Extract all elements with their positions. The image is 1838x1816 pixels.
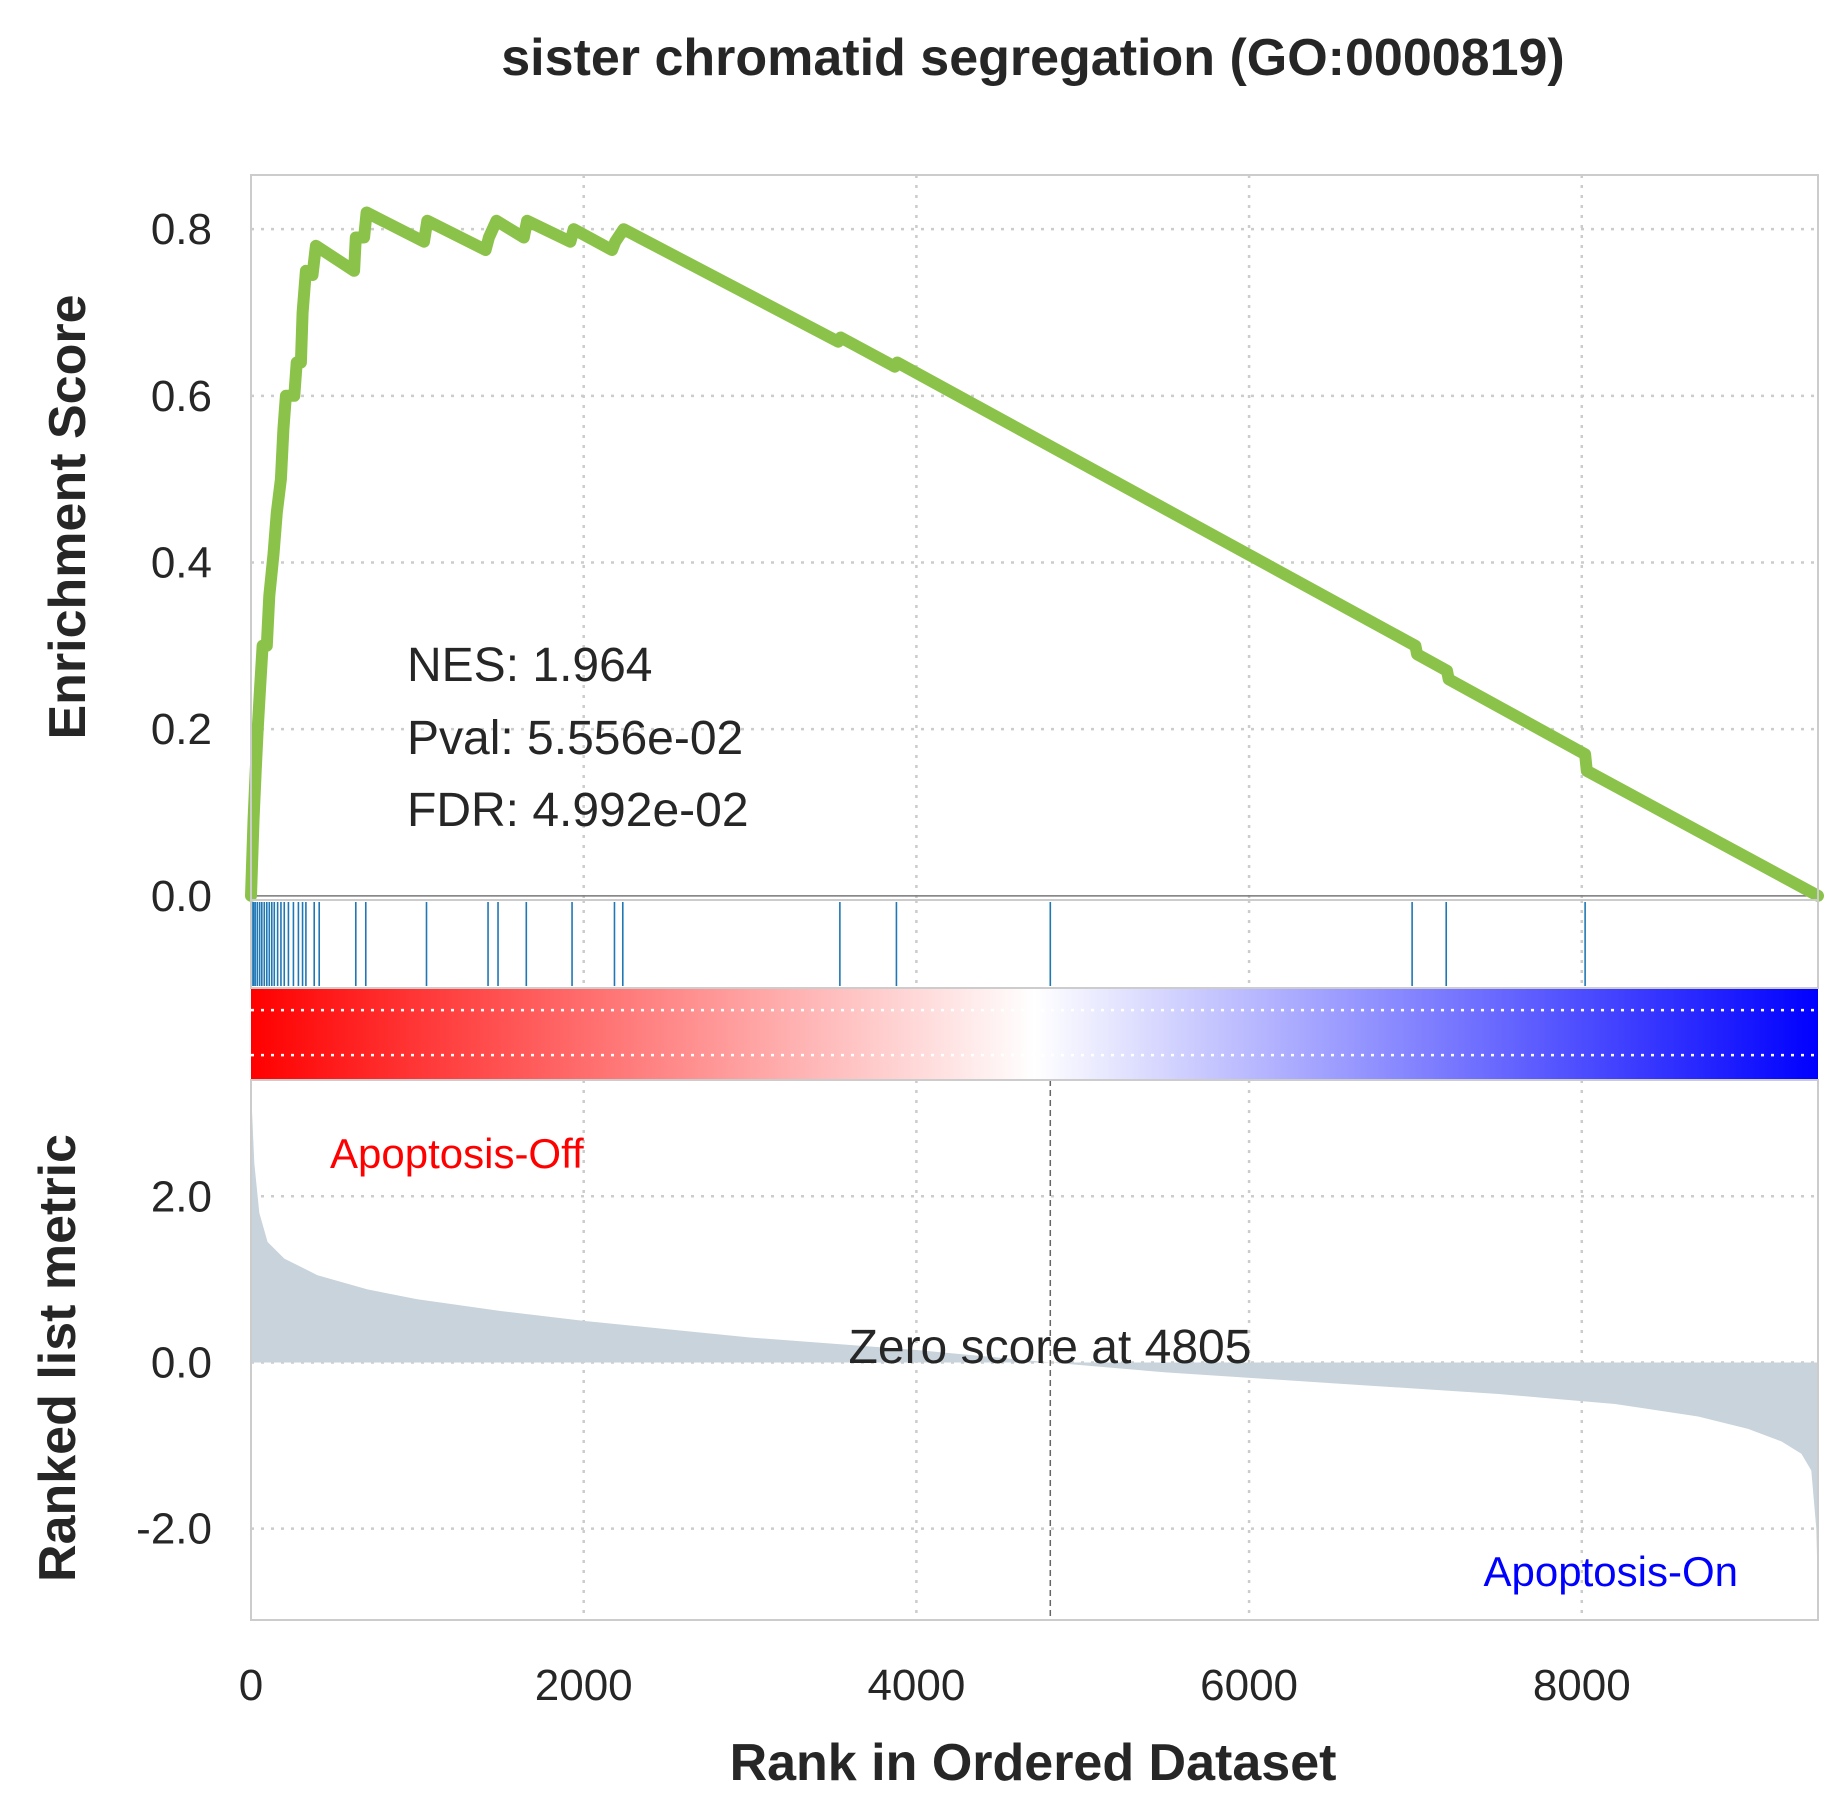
hits-frame [250, 899, 1819, 989]
enrichment-y-tick-label: 0.6 [151, 372, 212, 421]
enrichment-grid [251, 175, 1818, 988]
enrichment-y-tick-label: 0.8 [151, 205, 212, 254]
ranked-y-label: Ranked list metric [29, 1134, 87, 1582]
x-tick-label: 6000 [1200, 1661, 1298, 1710]
gene-hits [251, 902, 1586, 986]
enrichment-y-label: Enrichment Score [39, 294, 97, 739]
positive-phenotype-label: Apoptosis-Off [330, 1130, 584, 1177]
x-tick-label: 4000 [867, 1661, 965, 1710]
ranked-y-tick-label: 2.0 [151, 1172, 212, 1221]
negative-phenotype-label: Apoptosis-On [1484, 1548, 1738, 1595]
enrichment-y-ticks: 0.0 0.2 0.4 0.6 0.8 [151, 205, 212, 921]
chart-title: sister chromatid segregation (GO:0000819… [501, 29, 1565, 87]
nes-label: NES: 1.964 [407, 639, 652, 692]
enrichment-score-line [245, 206, 1824, 902]
fdr-label: FDR: 4.992e-02 [407, 784, 749, 837]
x-tick-label: 0 [239, 1661, 263, 1710]
pval-label: Pval: 5.556e-02 [407, 712, 743, 765]
x-tick-label: 2000 [535, 1661, 633, 1710]
zero-score-label: Zero score at 4805 [849, 1321, 1252, 1374]
enrichment-y-tick-label: 0.2 [151, 705, 212, 754]
x-tick-label: 8000 [1533, 1661, 1631, 1710]
enrichment-y-tick-label: 0.4 [151, 539, 212, 588]
x-axis-label: Rank in Ordered Dataset [730, 1734, 1337, 1792]
ranked-metric-area [251, 1088, 1818, 1596]
ranked-frame [250, 1079, 1819, 1621]
ranked-y-tick-label: -2.0 [136, 1505, 212, 1554]
enrichment-y-tick-label: 0.0 [151, 872, 212, 921]
x-axis-ticks: 0 2000 4000 6000 8000 [239, 1661, 1631, 1710]
ranked-y-tick-label: 0.0 [151, 1338, 212, 1387]
rank-colorbar [251, 988, 1818, 1080]
ranked-y-ticks: 2.0 0.0 -2.0 [136, 1172, 212, 1553]
